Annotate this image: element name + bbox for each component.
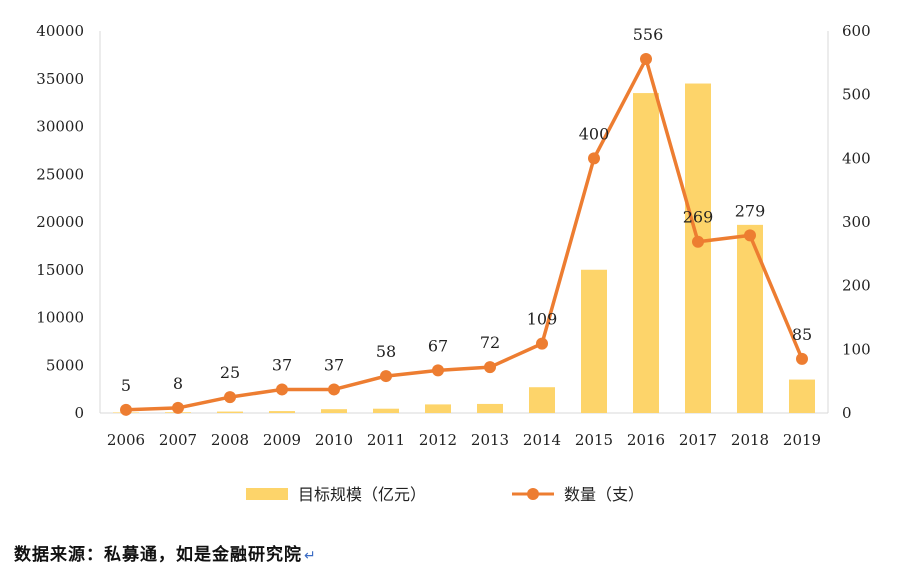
data-label: 5 [121,376,131,395]
x-tick-label: 2015 [575,431,613,449]
data-label: 109 [527,310,558,329]
x-tick-label: 2016 [627,431,665,449]
bar [529,387,555,413]
legend: 目标规模（亿元） 数量（支） [246,485,644,504]
x-tick-label: 2017 [679,431,717,449]
data-label: 58 [376,342,396,361]
right-y-tick-label: 100 [842,340,871,358]
left-y-tick-label: 0 [74,404,84,422]
data-label: 25 [220,363,240,382]
left-y-tick-label: 5000 [46,356,84,374]
line-point [328,383,340,396]
line-point [796,352,808,365]
line-point [588,152,600,165]
left-y-tick-label: 10000 [36,309,84,327]
right-y-tick-label: 200 [842,277,871,295]
x-tick-label: 2014 [523,431,561,449]
line-point [432,364,444,377]
line-series [120,53,808,416]
data-label: 8 [173,374,183,393]
line-path [125,57,804,412]
data-label: 72 [480,333,500,352]
bar [789,379,815,413]
line-point [120,403,132,416]
right-y-tick-label: 0 [842,404,852,422]
bar [321,409,347,413]
x-tick-label: 2018 [731,431,769,449]
line-point [744,229,756,242]
right-y-tick-label: 300 [842,213,871,231]
line-point [640,53,652,66]
x-ticks: 2006 2007 2008 2009 2010 2011 2012 2013 2014 2015… [107,431,821,449]
chart: 0500010000150002000025000300003500040000… [36,22,871,504]
right-y-tick-label: 400 [842,149,871,167]
left-y-tick-label: 35000 [36,70,84,88]
bar [685,83,711,414]
left-y-tick-label: 15000 [36,261,84,279]
legend-bar-swatch [246,488,288,500]
left-y-tick-label: 20000 [36,213,84,231]
data-label: 37 [272,355,292,374]
line-point [536,337,548,350]
x-tick-label: 2007 [159,431,197,449]
bar-series [113,83,815,414]
left-y-ticks: 0 5000 10000 15000 20000 25000 30000 35000 40000 [36,22,84,422]
return-mark-icon: ↵ [304,548,317,564]
axes [99,31,829,414]
x-tick-label: 2006 [107,431,145,449]
x-tick-label: 2011 [367,431,405,449]
bar [373,408,399,413]
bar [581,269,607,413]
left-y-tick-label: 40000 [36,22,84,40]
left-y-tick-label: 25000 [36,165,84,183]
line-point [692,235,704,248]
legend-line-label: 数量（支） [564,485,644,504]
data-label: 556 [633,25,664,44]
line-point [380,370,392,383]
data-label: 85 [792,325,812,344]
right-y-tick-label: 600 [842,22,871,40]
right-y-tick-label: 500 [842,86,871,104]
bar [425,404,451,413]
source-text: 数据来源：私募通，如是金融研究院 [14,545,302,565]
right-y-ticks: 0 100 200 300 400 500 600 [842,22,871,422]
left-y-tick-label: 30000 [36,118,84,136]
bar [633,93,659,413]
line-point [276,383,288,396]
x-tick-label: 2019 [783,431,821,449]
x-tick-label: 2012 [419,431,457,449]
bar [269,411,295,413]
line-point [172,401,184,414]
source-note: 数据来源：私募通，如是金融研究院 ↵ [14,540,317,565]
bar [477,403,503,413]
legend-line-marker [527,488,539,500]
x-tick-label: 2010 [315,431,353,449]
data-label: 67 [428,336,448,355]
data-label: 37 [324,355,344,374]
line-point [484,361,496,374]
data-label: 279 [735,201,766,220]
data-label: 400 [579,124,610,143]
bar [217,411,243,413]
legend-bar-label: 目标规模（亿元） [298,485,426,504]
data-label: 269 [683,208,714,227]
x-tick-label: 2008 [211,431,249,449]
line-point [224,391,236,404]
x-tick-label: 2013 [471,431,509,449]
x-tick-label: 2009 [263,431,301,449]
